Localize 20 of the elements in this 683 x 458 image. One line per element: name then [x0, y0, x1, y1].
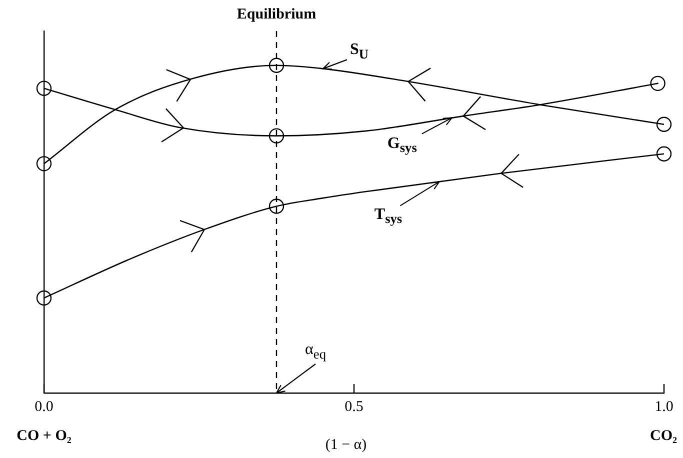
- series-label: G$_{sys}$: [387, 134, 417, 156]
- point: [656, 116, 672, 132]
- point: [656, 146, 672, 162]
- point: [268, 128, 284, 144]
- text: CO₂: [650, 428, 677, 444]
- series-label: S$_{U}$: [350, 40, 369, 62]
- point: [268, 58, 284, 73]
- text: CO + O₂: [16, 428, 72, 444]
- point: [650, 76, 666, 92]
- annotation: α$_{eq}$: [305, 341, 326, 362]
- point: [36, 80, 52, 96]
- point: [36, 156, 52, 172]
- x-tick-label: 0.5: [344, 398, 364, 415]
- x-axis-title: (1 − α): [325, 437, 367, 454]
- x-tick-label: 1.0: [654, 398, 674, 415]
- ref-line-label: Equilibrium: [236, 6, 316, 23]
- x-tick-label: 0.0: [34, 398, 54, 415]
- series-label: T$_{sys}$: [374, 206, 402, 227]
- point: [36, 290, 52, 306]
- point: [268, 198, 284, 214]
